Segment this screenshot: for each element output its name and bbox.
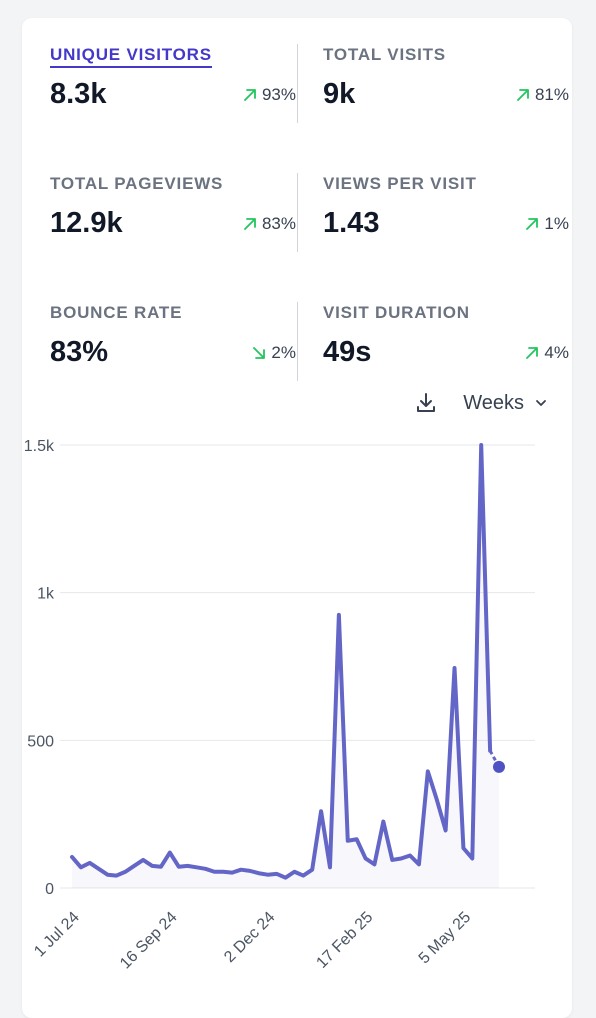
visitors-line-chart[interactable]: 0 500 1k 1.5k 1 Jul 24 16 Sep 24 2 Dec 24 17 Fe… [0, 420, 574, 1000]
stat-value: 49s [323, 336, 372, 368]
stat-change: 81% [515, 85, 569, 105]
x-tick-label: 2 Dec 24 [221, 909, 278, 966]
chart-controls: Weeks [413, 390, 548, 416]
stat-value: 83% [50, 336, 109, 368]
stat-value: 9k [323, 78, 356, 110]
stat-bounce-rate[interactable]: BOUNCE RATE 83% 2% [50, 276, 296, 368]
x-tick-label: 1 Jul 24 [31, 909, 83, 961]
stat-change: 4% [524, 343, 569, 363]
stat-change-value: 1% [544, 214, 569, 233]
stat-change-value: 93% [261, 85, 296, 104]
divider [297, 44, 298, 123]
stat-change: 1% [524, 214, 569, 234]
x-tick-label: 16 Sep 24 [117, 909, 181, 973]
chevron-down-icon [536, 400, 546, 406]
stat-value: 1.43 [323, 207, 380, 239]
series-line [70, 443, 493, 880]
y-tick-label: 1.5k [24, 438, 55, 455]
interval-dropdown[interactable]: Weeks [463, 392, 548, 415]
y-tick-label: 1k [37, 586, 55, 603]
y-tick-label: 500 [27, 733, 54, 750]
stat-change: 93% [242, 85, 296, 105]
download-button[interactable] [413, 390, 439, 416]
series-area [72, 445, 499, 888]
stat-label: TOTAL PAGEVIEWS [50, 174, 224, 193]
stat-value: 8.3k [50, 78, 107, 110]
data-point-current [493, 760, 505, 773]
stat-unique-visitors[interactable]: UNIQUE VISITORS 8.3k 93% [50, 18, 296, 110]
arrow-up-right-icon [526, 347, 539, 359]
stat-label: BOUNCE RATE [50, 303, 183, 322]
stat-views-per-visit[interactable]: VIEWS PER VISIT 1.43 1% [323, 147, 569, 239]
stat-visit-duration[interactable]: VISIT DURATION 49s 4% [323, 276, 569, 368]
x-tick-label: 17 Feb 25 [313, 909, 376, 972]
stat-change-value: 83% [261, 214, 296, 233]
divider [297, 173, 298, 252]
stat-change-value: 4% [544, 343, 569, 362]
arrow-up-right-icon [244, 89, 256, 101]
stat-total-pageviews[interactable]: TOTAL PAGEVIEWS 12.9k 83% [50, 147, 296, 239]
stat-change: 83% [242, 214, 296, 234]
stat-change: 2% [251, 343, 296, 363]
stat-label: VISIT DURATION [323, 303, 470, 322]
stat-change-value: 2% [271, 343, 296, 362]
arrow-down-right-icon [253, 347, 266, 359]
interval-label: Weeks [463, 391, 524, 414]
stat-label: UNIQUE VISITORS [50, 45, 212, 68]
stat-label: VIEWS PER VISIT [323, 174, 477, 193]
download-icon [417, 393, 436, 412]
stat-label: TOTAL VISITS [323, 45, 446, 64]
stat-change-value: 81% [534, 85, 569, 104]
arrow-up-right-icon [526, 218, 539, 230]
stat-total-visits[interactable]: TOTAL VISITS 9k 81% [323, 18, 569, 110]
y-tick-label: 0 [45, 881, 54, 898]
stat-value: 12.9k [50, 207, 123, 239]
divider [297, 302, 298, 381]
arrow-up-right-icon [244, 218, 256, 230]
arrow-up-right-icon [517, 89, 529, 101]
x-tick-label: 5 May 25 [416, 909, 475, 968]
